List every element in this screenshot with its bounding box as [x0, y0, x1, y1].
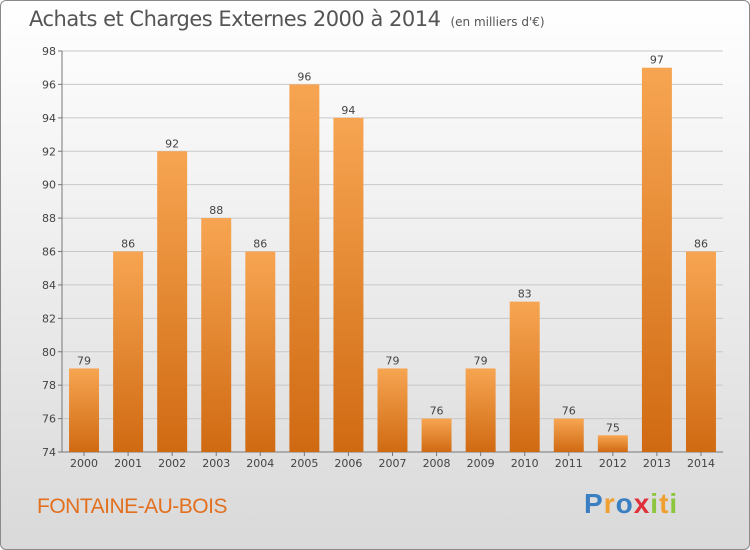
- bar-2001: [113, 251, 144, 452]
- x-tick-label: 2006: [334, 457, 362, 470]
- logo-letter: t: [659, 488, 670, 519]
- y-tick-label: 74: [42, 446, 56, 459]
- place-name: FONTAINE-AU-BOIS: [37, 495, 227, 518]
- y-tick-label: 84: [42, 279, 56, 292]
- x-tick-label: 2010: [511, 457, 539, 470]
- bar-2008: [421, 418, 452, 452]
- y-tick-label: 88: [42, 212, 56, 225]
- bar-value-label: 76: [562, 405, 576, 418]
- bar-2002: [157, 151, 188, 452]
- labels: 79 86 92 88 86 96 94 79 76 79 83 76 75 97 86: [77, 54, 708, 435]
- bar-value-label: 86: [694, 238, 708, 251]
- y-tick-label: 92: [42, 145, 56, 158]
- y-tick-label: 78: [42, 379, 56, 392]
- y-tick-label: 76: [42, 413, 56, 426]
- bar-2014: [685, 251, 716, 452]
- x-tick-label: 2014: [687, 457, 715, 470]
- x-tick-label: 2008: [423, 457, 451, 470]
- y-tick-label: 96: [42, 78, 56, 91]
- bar-2007: [377, 368, 408, 452]
- bars: [69, 67, 716, 453]
- bar-value-label: 83: [518, 288, 532, 301]
- bar-2012: [597, 435, 628, 452]
- x-tick-label: 2000: [70, 457, 98, 470]
- bar-2004: [245, 251, 276, 452]
- bar-value-label: 75: [606, 421, 620, 434]
- y-tick-label: 82: [42, 312, 56, 325]
- bar-2003: [201, 218, 232, 452]
- bar-value-label: 79: [77, 354, 91, 367]
- bar-value-label: 94: [341, 104, 355, 117]
- bar-value-label: 88: [209, 204, 223, 217]
- bar-value-label: 79: [474, 354, 488, 367]
- logo-letter: i: [650, 488, 660, 519]
- x-tick-label: 2001: [114, 457, 142, 470]
- x-tick-label: 2003: [202, 457, 230, 470]
- bar-2000: [69, 368, 100, 452]
- x-tick-label: 2005: [290, 457, 318, 470]
- bar-value-label: 79: [386, 354, 400, 367]
- x-tick-label: 2013: [643, 457, 671, 470]
- y-tick-label: 90: [42, 179, 56, 192]
- logo-letter: o: [615, 488, 634, 519]
- logo-letter: P: [584, 488, 604, 519]
- logo-letter: i: [669, 488, 679, 519]
- x-tick-label: 2002: [158, 457, 186, 470]
- x-tick-label: 2009: [467, 457, 495, 470]
- y-tick-label: 98: [42, 45, 56, 58]
- bar-value-label: 92: [165, 137, 179, 150]
- y-tick-label: 94: [42, 112, 56, 125]
- bar-value-label: 86: [121, 238, 135, 251]
- title-text: Achats et Charges Externes 2000 à 2014: [29, 7, 441, 31]
- bar-value-label: 97: [650, 54, 664, 67]
- y-tick-label: 86: [42, 246, 56, 259]
- chart-title: Achats et Charges Externes 2000 à 2014 (e…: [29, 7, 545, 31]
- logo-letter: r: [603, 488, 616, 519]
- x-tick-label: 2007: [379, 457, 407, 470]
- bar-2006: [333, 117, 364, 452]
- bar-2005: [289, 84, 320, 453]
- bar-2009: [465, 368, 496, 452]
- x-tick-label: 2012: [599, 457, 627, 470]
- proxiti-logo: Proxiti: [584, 488, 678, 520]
- bar-2011: [553, 418, 584, 452]
- y-tick-label: 80: [42, 346, 56, 359]
- bar-value-label: 96: [297, 70, 311, 83]
- x-tick-label: 2011: [555, 457, 583, 470]
- logo-letter: x: [633, 488, 651, 519]
- bar-value-label: 86: [253, 238, 267, 251]
- bar-2013: [641, 67, 672, 452]
- chart-subtitle: (en milliers d'€): [450, 15, 545, 29]
- bar-2010: [509, 301, 540, 452]
- bar-value-label: 76: [430, 405, 444, 418]
- x-tick-label: 2004: [246, 457, 274, 470]
